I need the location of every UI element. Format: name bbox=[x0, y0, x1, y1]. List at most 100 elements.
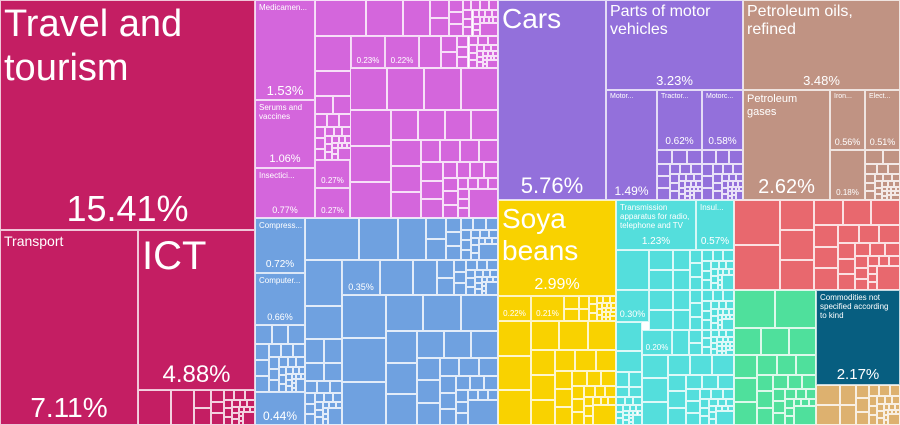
treemap-tile[interactable]: 0.23% bbox=[351, 36, 385, 68]
treemap-cell[interactable] bbox=[589, 312, 597, 321]
treemap-cell[interactable] bbox=[725, 398, 734, 407]
treemap-cell[interactable] bbox=[717, 315, 723, 321]
treemap-cell[interactable] bbox=[498, 355, 532, 391]
treemap-cell[interactable] bbox=[717, 342, 722, 347]
treemap-cell[interactable] bbox=[685, 181, 691, 187]
treemap-cell[interactable] bbox=[616, 397, 625, 406]
treemap-cell[interactable] bbox=[711, 301, 719, 310]
treemap-cell[interactable] bbox=[457, 57, 469, 68]
treemap-cell[interactable] bbox=[453, 271, 467, 284]
treemap-cell[interactable] bbox=[328, 408, 342, 425]
treemap-cell[interactable] bbox=[287, 357, 297, 367]
treemap-tile[interactable]: Insectici... 0.77% bbox=[255, 168, 315, 218]
treemap-cell[interactable] bbox=[601, 371, 616, 387]
treemap-cell[interactable] bbox=[243, 411, 255, 425]
treemap-cell[interactable] bbox=[459, 140, 479, 162]
treemap-cell[interactable] bbox=[780, 200, 814, 230]
treemap-cell[interactable] bbox=[726, 315, 731, 320]
treemap-tile[interactable]: Parts of motor vehicles 3.23% bbox=[606, 0, 743, 90]
treemap-cell[interactable] bbox=[322, 402, 330, 409]
treemap-cell[interactable] bbox=[624, 397, 634, 406]
treemap-cell[interactable] bbox=[460, 239, 472, 250]
treemap-cell[interactable] bbox=[469, 188, 498, 218]
treemap-tile[interactable]: Elect... 0.51% bbox=[865, 90, 900, 150]
treemap-cell[interactable] bbox=[421, 162, 443, 181]
treemap-cell[interactable] bbox=[423, 295, 461, 332]
treemap-cell[interactable] bbox=[717, 285, 723, 290]
treemap-cell[interactable] bbox=[669, 164, 681, 175]
treemap-cell[interactable] bbox=[805, 388, 816, 399]
treemap-cell[interactable] bbox=[858, 225, 880, 244]
treemap-cell[interactable] bbox=[333, 393, 342, 402]
treemap-cell[interactable] bbox=[887, 181, 894, 187]
treemap-cell[interactable] bbox=[642, 355, 668, 379]
treemap-cell[interactable] bbox=[486, 60, 498, 68]
treemap-cell[interactable] bbox=[718, 261, 727, 270]
treemap-cell[interactable] bbox=[726, 346, 730, 351]
treemap-cell[interactable] bbox=[413, 260, 437, 295]
treemap-cell[interactable] bbox=[491, 10, 498, 18]
treemap-cell[interactable] bbox=[305, 306, 342, 340]
treemap-cell[interactable] bbox=[891, 174, 900, 182]
treemap-cell[interactable] bbox=[685, 191, 690, 196]
treemap-cell[interactable] bbox=[609, 296, 616, 303]
treemap-cell[interactable] bbox=[342, 295, 386, 339]
treemap-cell[interactable] bbox=[238, 411, 244, 417]
treemap-cell[interactable] bbox=[718, 301, 727, 310]
treemap-cell[interactable] bbox=[211, 413, 224, 425]
treemap-cell[interactable] bbox=[722, 388, 734, 399]
treemap-cell[interactable] bbox=[596, 303, 602, 309]
treemap-cell[interactable] bbox=[466, 269, 476, 279]
treemap-cell[interactable] bbox=[485, 218, 498, 230]
treemap-cell[interactable] bbox=[305, 393, 316, 404]
treemap-cell[interactable] bbox=[458, 208, 470, 218]
treemap-cell[interactable] bbox=[487, 276, 493, 282]
treemap-cell[interactable] bbox=[238, 420, 244, 425]
treemap-cell[interactable] bbox=[713, 191, 722, 200]
treemap-cell[interactable] bbox=[721, 193, 728, 200]
treemap-cell[interactable] bbox=[868, 385, 880, 397]
treemap-cell[interactable] bbox=[456, 390, 468, 402]
treemap-cell[interactable] bbox=[493, 17, 498, 23]
treemap-cell[interactable] bbox=[584, 386, 595, 398]
treemap-cell[interactable] bbox=[735, 190, 743, 200]
treemap-cell[interactable] bbox=[669, 191, 679, 200]
treemap-cell[interactable] bbox=[554, 407, 572, 425]
treemap-cell[interactable] bbox=[699, 398, 710, 408]
treemap-cell[interactable] bbox=[315, 137, 326, 149]
treemap-cell[interactable] bbox=[623, 415, 629, 421]
treemap-cell[interactable] bbox=[888, 414, 900, 425]
treemap-cell[interactable] bbox=[728, 406, 734, 412]
treemap-cell[interactable] bbox=[476, 56, 483, 63]
treemap-cell[interactable] bbox=[429, 0, 449, 18]
treemap-cell[interactable] bbox=[456, 376, 471, 391]
treemap-cell[interactable] bbox=[467, 390, 478, 400]
treemap-cell[interactable] bbox=[808, 398, 816, 407]
treemap-cell[interactable] bbox=[672, 250, 690, 270]
treemap-cell[interactable] bbox=[816, 405, 840, 425]
treemap-cell[interactable] bbox=[776, 355, 797, 375]
treemap-cell[interactable] bbox=[239, 399, 248, 407]
treemap-cell[interactable] bbox=[584, 406, 594, 416]
treemap-cell[interactable] bbox=[882, 150, 900, 164]
treemap-cell[interactable] bbox=[689, 316, 703, 330]
treemap-cell[interactable] bbox=[468, 177, 479, 189]
treemap-cell[interactable] bbox=[475, 276, 482, 283]
treemap-cell[interactable] bbox=[731, 190, 736, 196]
treemap-cell[interactable] bbox=[710, 337, 718, 343]
treemap-cell[interactable] bbox=[298, 366, 305, 374]
treemap-cell[interactable] bbox=[460, 218, 474, 230]
treemap-cell[interactable] bbox=[315, 70, 351, 96]
treemap-cell[interactable] bbox=[717, 309, 724, 316]
treemap-cell[interactable] bbox=[726, 261, 734, 270]
treemap-cell[interactable] bbox=[727, 191, 732, 196]
treemap-cell[interactable] bbox=[305, 380, 318, 394]
treemap-cell[interactable] bbox=[342, 142, 347, 148]
treemap-cell[interactable] bbox=[886, 190, 891, 196]
treemap-cell[interactable] bbox=[870, 243, 886, 257]
treemap-cell[interactable] bbox=[487, 390, 498, 400]
treemap-cell[interactable] bbox=[232, 412, 239, 419]
treemap-cell[interactable] bbox=[554, 371, 572, 390]
treemap-cell[interactable] bbox=[796, 355, 816, 375]
treemap-cell[interactable] bbox=[892, 396, 900, 405]
